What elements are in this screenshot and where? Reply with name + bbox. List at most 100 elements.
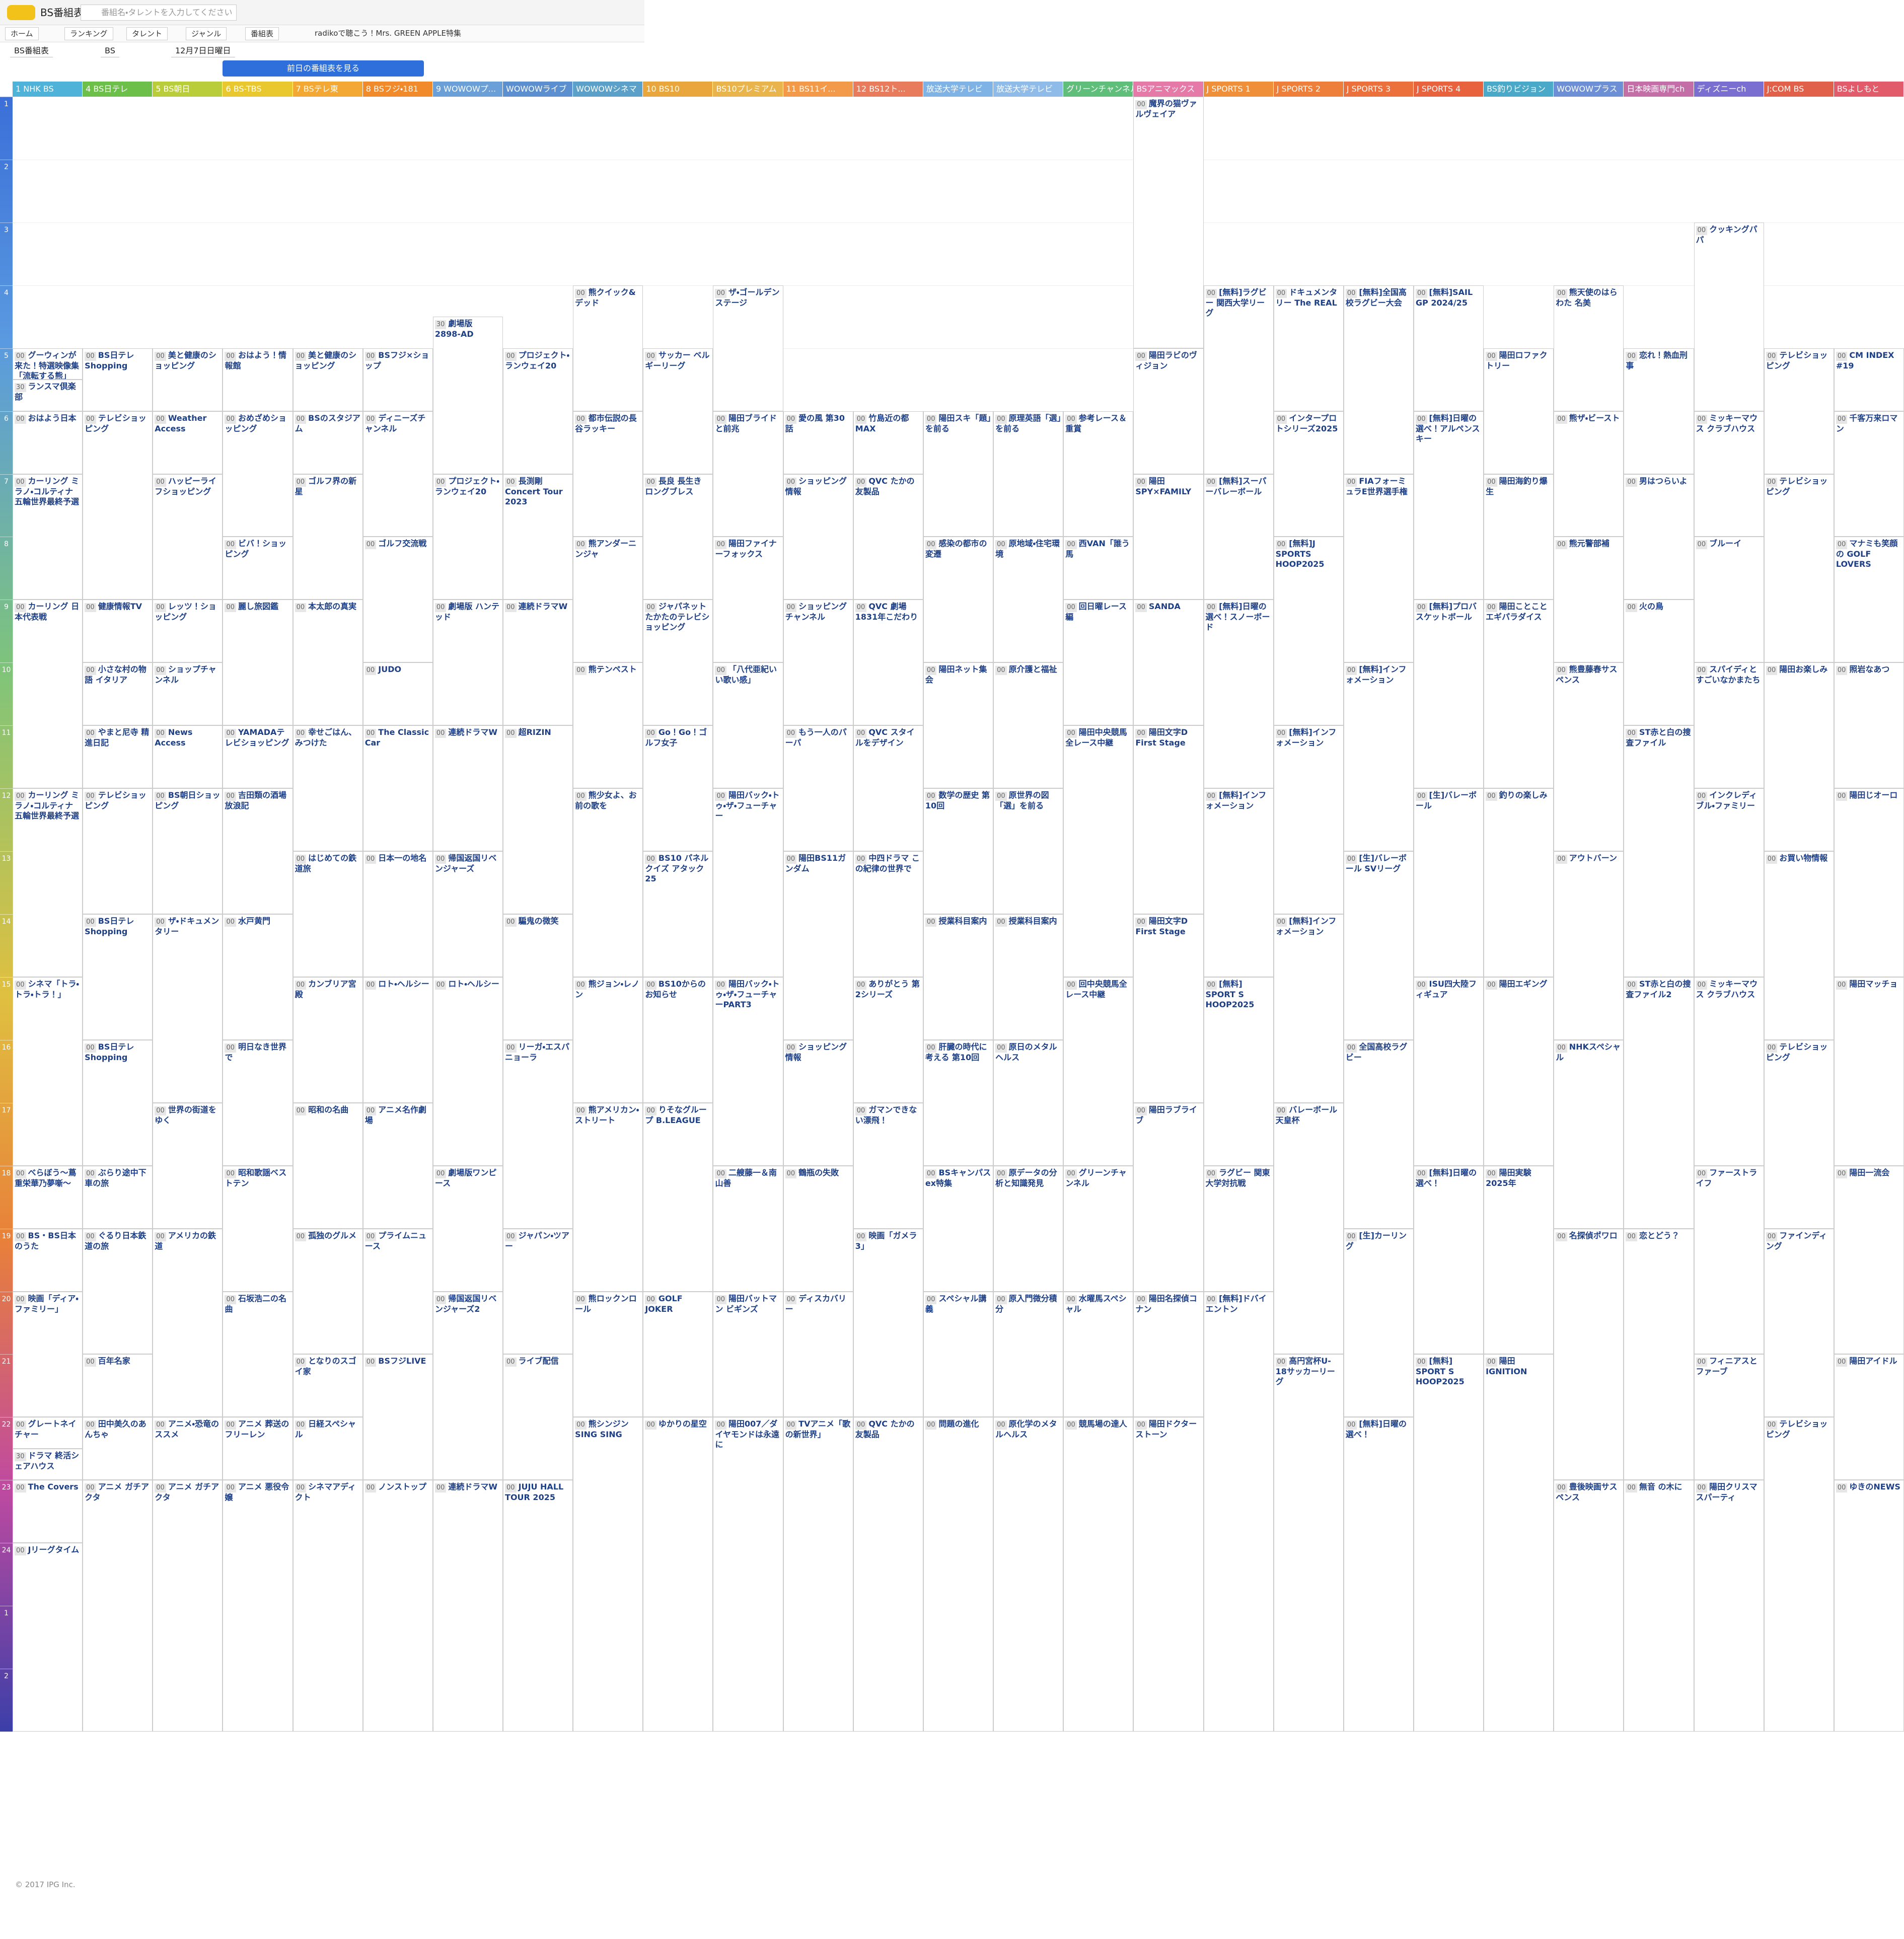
program[interactable]: 00 ファーストライフ — [1694, 1165, 1764, 1355]
program[interactable]: 00 ショッピング情報 — [783, 1039, 853, 1166]
program[interactable]: 00 アウトバーン — [1554, 851, 1624, 1040]
program[interactable]: 00 幸せごはん、みつけた — [292, 725, 363, 852]
program[interactable]: 00 ライブ配信 — [503, 1354, 573, 1480]
program[interactable]: 00 陽田文字D First Stage — [1133, 725, 1204, 914]
program[interactable]: 00 シネマアディクト — [292, 1480, 363, 1732]
nav-item[interactable]: タレント — [126, 27, 168, 40]
program[interactable]: 00 吉田類の酒場放浪記 — [223, 788, 293, 914]
program[interactable]: 00 熊ロックンロール — [573, 1291, 643, 1418]
program[interactable]: 00 陽田ドクターストーン — [1133, 1417, 1204, 1732]
program[interactable]: 00 リーガ・エスパニョーラ — [503, 1039, 573, 1229]
program[interactable]: 00 BSキャンパスex特集 — [923, 1165, 994, 1292]
program[interactable]: 00 原データの分析と知識発見 — [993, 1165, 1064, 1292]
program[interactable]: 00 バレーボール 天皇杯 — [1273, 1102, 1344, 1355]
program[interactable]: 00 ミッキーマウス クラブハウス — [1694, 977, 1764, 1166]
channel-header[interactable]: J SPORTS 3 — [1343, 82, 1414, 97]
program[interactable]: 00 熊アンダーニンジャ — [573, 537, 643, 663]
program[interactable]: 00 陽田BS11ガンダム — [783, 851, 853, 1040]
program[interactable]: 00 熊ジョン・レノン — [573, 977, 643, 1103]
program[interactable]: 00 鶴瓶の失敗 — [783, 1165, 853, 1292]
program[interactable]: 00 二艘藤一＆南山善 — [713, 1165, 783, 1292]
program[interactable]: 00 YAMADAテレビショッピング — [223, 725, 293, 789]
program[interactable]: 00 [無料]全国高校ラグビー大会 — [1343, 285, 1414, 474]
program[interactable]: 00 陽田バック・トゥ・ザ・フューチャー — [713, 788, 783, 977]
channel-header[interactable]: 5 BS朝日 — [153, 82, 223, 97]
program[interactable]: 00 帰国返国リベンジャーズ2 — [432, 1291, 503, 1480]
program[interactable]: 00 ぐるり日本鉄道の旅 — [83, 1228, 153, 1355]
program[interactable]: 00 BS日テレ Shopping — [83, 348, 153, 411]
channel-header[interactable]: 7 BSテレ東 — [292, 82, 363, 97]
program[interactable]: 00 ゆかりの星空 — [643, 1417, 713, 1732]
program[interactable]: 00 小さな村の物語 イタリア — [83, 662, 153, 726]
program[interactable]: 00 陽田ファイナーフォックス — [713, 537, 783, 663]
program[interactable]: 00 プロジェクト・ランウェイ20 — [503, 348, 573, 474]
program[interactable]: 00 BSフジ×ショップ — [362, 348, 433, 411]
channel-header[interactable]: 12 BS12ト... — [853, 82, 923, 97]
program[interactable]: 00 BS10からのお知らせ — [643, 977, 713, 1103]
program[interactable]: 00 テレビショッピング — [1764, 474, 1834, 663]
program[interactable]: 00 テレビショッピング — [83, 411, 153, 600]
program[interactable]: 00 アニメ ガチアクタ — [153, 1480, 223, 1732]
program[interactable]: 00 Jリーグタイム — [13, 1543, 83, 1732]
program[interactable]: 00 ジャパン・ツアー — [503, 1228, 573, 1355]
program[interactable]: 00 ぶらり途中下車の旅 — [83, 1165, 153, 1229]
program[interactable]: 00 りそなグループ B.LEAGUE — [643, 1102, 713, 1292]
program[interactable]: 00 ゆきのNEWS — [1834, 1480, 1904, 1732]
program[interactable]: 00 魔界の猫ヴァルヴェイア — [1133, 97, 1204, 348]
program[interactable]: 00 お買い物情報 — [1764, 851, 1834, 1040]
program[interactable]: 30 ランスマ倶楽部 — [13, 380, 83, 411]
channel-header[interactable]: 放送大学テレビ — [923, 82, 994, 97]
program[interactable]: 00 ブルーイ — [1694, 537, 1764, 663]
channel-header[interactable]: BSアニマックス — [1133, 82, 1204, 97]
program[interactable]: 00 The Covers — [13, 1480, 83, 1543]
program[interactable]: 00 ノンストップ — [362, 1480, 433, 1732]
program[interactable]: 00 テレビショッピング — [1764, 348, 1834, 474]
program[interactable]: 00 陽田エギング — [1484, 977, 1554, 1166]
program[interactable]: 00 陽田ラビのヴィジョン — [1133, 348, 1204, 474]
program[interactable]: 00 陽田文字D First Stage — [1133, 914, 1204, 1103]
program[interactable]: 00 原地域・住宅環境 — [993, 537, 1064, 663]
channel-header[interactable]: 日本映画専門ch — [1624, 82, 1694, 97]
program[interactable]: 00 豊後映画サスペンス — [1554, 1480, 1624, 1732]
program[interactable]: 00 QVC 劇場1831年こだわり — [853, 600, 923, 726]
program[interactable]: 00 マナミも笑顔の GOLF LOVERS — [1834, 537, 1904, 663]
program[interactable]: 00 原日のメタルヘルス — [993, 1039, 1064, 1166]
program[interactable]: 00 BS朝日ショッピング — [153, 788, 223, 914]
program[interactable]: 00 陽田中央競馬全レース中継 — [1063, 725, 1134, 977]
program[interactable]: 00 陽田実験 2025年 — [1484, 1165, 1554, 1355]
program[interactable]: 00 熊クイック&デッド — [573, 285, 643, 411]
program[interactable]: 00 参考レース＆重賞 — [1063, 411, 1134, 537]
program[interactable]: 30 ドラマ 終活シェアハウス — [13, 1448, 83, 1480]
program[interactable]: 00 [無料]J SPORTS HOOP2025 — [1273, 537, 1344, 726]
program[interactable]: 00 アニメ名作劇場 — [362, 1102, 433, 1229]
program[interactable]: 00 数学の歴史 第10回 — [923, 788, 994, 914]
program[interactable]: 00 はじめての鉄道旅 — [292, 851, 363, 977]
program[interactable]: 00 [無料]インフォメーション — [1203, 788, 1274, 977]
program[interactable]: 00 熊少女よ、お前の歌を — [573, 788, 643, 977]
promo-link[interactable]: radikoで聴こう！Mrs. GREEN APPLE特集 — [315, 29, 462, 38]
program[interactable]: 00 ST赤と白の捜査ファイル2 — [1624, 977, 1694, 1229]
program[interactable]: 00 スパイディとすごいなかまたち — [1694, 662, 1764, 789]
program[interactable]: 00 ISU四大陸フィギュア — [1413, 977, 1484, 1166]
nav-item[interactable]: ランキング — [64, 27, 113, 40]
program[interactable]: 00 テレビショッピング — [83, 788, 153, 914]
program[interactable]: 00 昭和の名曲 — [292, 1102, 363, 1229]
program[interactable]: 00 [生]バレーボール — [1413, 788, 1484, 977]
program[interactable]: 00 おめざめショッピング — [223, 411, 293, 537]
program[interactable]: 00 孤独のグルメ — [292, 1228, 363, 1355]
program[interactable]: 00 陽田お楽しみ — [1764, 662, 1834, 852]
channel-header[interactable]: J SPORTS 2 — [1273, 82, 1344, 97]
program[interactable]: 00 ゴルフ交流戦 — [362, 537, 433, 663]
program[interactable]: 00 陽田バットマン ビギンズ — [713, 1291, 783, 1418]
program[interactable]: 00 映画「ディア・ファミリー」 — [13, 1291, 83, 1418]
prev-day-button[interactable]: 前日の番組表を見る — [223, 60, 424, 77]
program[interactable]: 00 [無料]日曜の選べ！ — [1343, 1417, 1414, 1732]
program[interactable]: 00 テレビショッピング — [1764, 1039, 1834, 1229]
channel-header[interactable]: 4 BS日テレ — [83, 82, 153, 97]
program[interactable]: 00 明日なき世界で — [223, 1039, 293, 1166]
program[interactable]: 00 帰国返国リベンジャーズ — [432, 851, 503, 977]
program[interactable]: 00 BS10 パネルクイズ アタック25 — [643, 851, 713, 977]
program[interactable]: 00 ザ・ゴールデンステージ — [713, 285, 783, 411]
program[interactable]: 00 原理英語「選」を前る — [993, 411, 1064, 537]
program[interactable]: 00 美と健康のショッピング — [153, 348, 223, 411]
